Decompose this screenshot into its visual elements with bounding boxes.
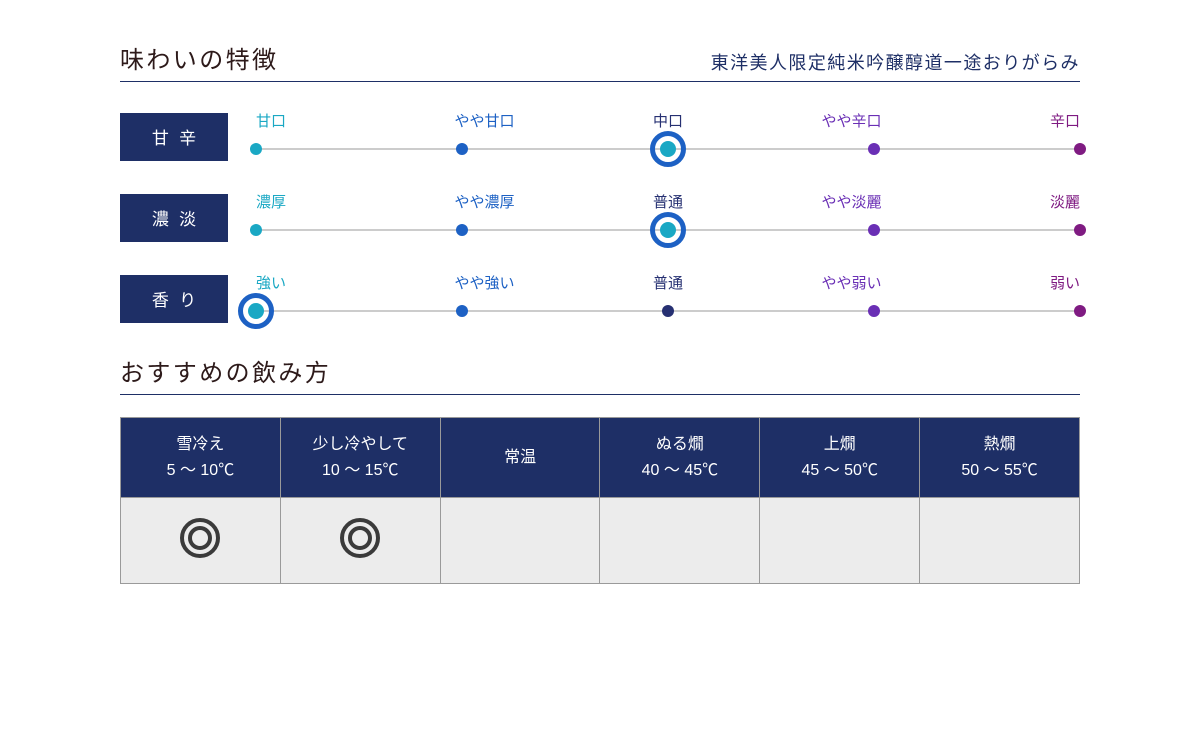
flavor-scale-selected-icon [238, 293, 274, 329]
flavor-scale-tick-label: 中口 [623, 110, 713, 131]
flavor-scale-tick-label: 淡麗 [990, 191, 1080, 212]
serving-column-name: ぬる燗 [604, 432, 755, 458]
flavor-scale-selected-icon [650, 212, 686, 248]
serving-column-header: 少し冷やして10 〜 15℃ [280, 418, 440, 498]
serving-cell [760, 498, 920, 584]
flavor-scale-label: 濃淡 [120, 194, 228, 242]
flavor-scale-tick-label: 辛口 [990, 110, 1080, 131]
flavor-scale-selected-icon [650, 131, 686, 167]
serving-column-name: 上燗 [764, 432, 915, 458]
serving-cell [920, 498, 1080, 584]
flavor-scale-tick-label: 強い [256, 272, 346, 293]
flavor-scale-dot [456, 224, 468, 236]
flavor-scale-dot [250, 143, 262, 155]
flavor-scale-row: 香り 強い やや強い 普通 やや弱い 弱い [120, 272, 1080, 325]
serving-section-title: おすすめの飲み方 [120, 353, 1080, 388]
flavor-scale-tick-label: やや濃厚 [440, 191, 530, 212]
flavor-scale-tick-label: 濃厚 [256, 191, 346, 212]
serving-column-header: 雪冷え5 〜 10℃ [121, 418, 281, 498]
flavor-section-subtitle: 東洋美人限定純米吟醸醇道一途おりがらみ [711, 49, 1080, 75]
flavor-section-header: 味わいの特徴 東洋美人限定純米吟醸醇道一途おりがらみ [120, 40, 1080, 82]
flavor-scale-dot [1074, 143, 1086, 155]
serving-column-temp: 10 〜 15℃ [285, 458, 436, 484]
serving-column-name: 熱燗 [924, 432, 1075, 458]
serving-column-header: 常温 [440, 418, 600, 498]
flavor-scale-track: 濃厚 やや濃厚 普通 やや淡麗 淡麗 [256, 191, 1080, 244]
serving-section-header: おすすめの飲み方 [120, 353, 1080, 395]
serving-column-name: 常温 [445, 445, 596, 471]
serving-column-temp: 50 〜 55℃ [924, 458, 1075, 484]
flavor-scale-dot [456, 143, 468, 155]
serving-column-header: 熱燗50 〜 55℃ [920, 418, 1080, 498]
flavor-scale-tick-label: 普通 [623, 272, 713, 293]
flavor-scale-tick-label: 弱い [990, 272, 1080, 293]
flavor-scale-tick-label: やや辛口 [807, 110, 897, 131]
serving-cell [440, 498, 600, 584]
flavor-scale-label: 甘辛 [120, 113, 228, 161]
serving-column-temp: 45 〜 50℃ [764, 458, 915, 484]
flavor-scale-dot [250, 224, 262, 236]
flavor-scale-label: 香り [120, 275, 228, 323]
flavor-scale-dot [868, 224, 880, 236]
flavor-scale-row: 甘辛 甘口 やや甘口 中口 やや辛口 辛口 [120, 110, 1080, 163]
serving-cell [280, 498, 440, 584]
serving-table: 雪冷え5 〜 10℃少し冷やして10 〜 15℃常温ぬる燗40 〜 45℃上燗4… [120, 417, 1080, 584]
flavor-scale-tick-label: 普通 [623, 191, 713, 212]
recommended-mark-icon [340, 518, 380, 558]
recommended-mark-icon [180, 518, 220, 558]
serving-cell [600, 498, 760, 584]
flavor-scale-tick-label: 甘口 [256, 110, 346, 131]
flavor-scale-dot [1074, 305, 1086, 317]
flavor-scale-tick-label: やや弱い [807, 272, 897, 293]
flavor-scale-list: 甘辛甘口やや甘口中口やや辛口辛口濃淡濃厚やや濃厚普通やや淡麗淡麗香り強いやや強い… [120, 110, 1080, 325]
serving-column-temp: 40 〜 45℃ [604, 458, 755, 484]
flavor-scale-tick-label: やや強い [440, 272, 530, 293]
flavor-section-title: 味わいの特徴 [120, 40, 278, 75]
flavor-scale-row: 濃淡 濃厚 やや濃厚 普通 やや淡麗 淡麗 [120, 191, 1080, 244]
flavor-scale-track: 甘口 やや甘口 中口 やや辛口 辛口 [256, 110, 1080, 163]
serving-cell [121, 498, 281, 584]
flavor-scale-tick-label: やや甘口 [440, 110, 530, 131]
serving-column-header: ぬる燗40 〜 45℃ [600, 418, 760, 498]
flavor-scale-dot [662, 305, 674, 317]
flavor-scale-tick-label: やや淡麗 [807, 191, 897, 212]
serving-column-name: 雪冷え [125, 432, 276, 458]
flavor-scale-dot [1074, 224, 1086, 236]
flavor-scale-dot [868, 305, 880, 317]
flavor-scale-dot [456, 305, 468, 317]
serving-column-temp: 5 〜 10℃ [125, 458, 276, 484]
serving-column-header: 上燗45 〜 50℃ [760, 418, 920, 498]
flavor-scale-dot [868, 143, 880, 155]
flavor-scale-track: 強い やや強い 普通 やや弱い 弱い [256, 272, 1080, 325]
serving-column-name: 少し冷やして [285, 432, 436, 458]
